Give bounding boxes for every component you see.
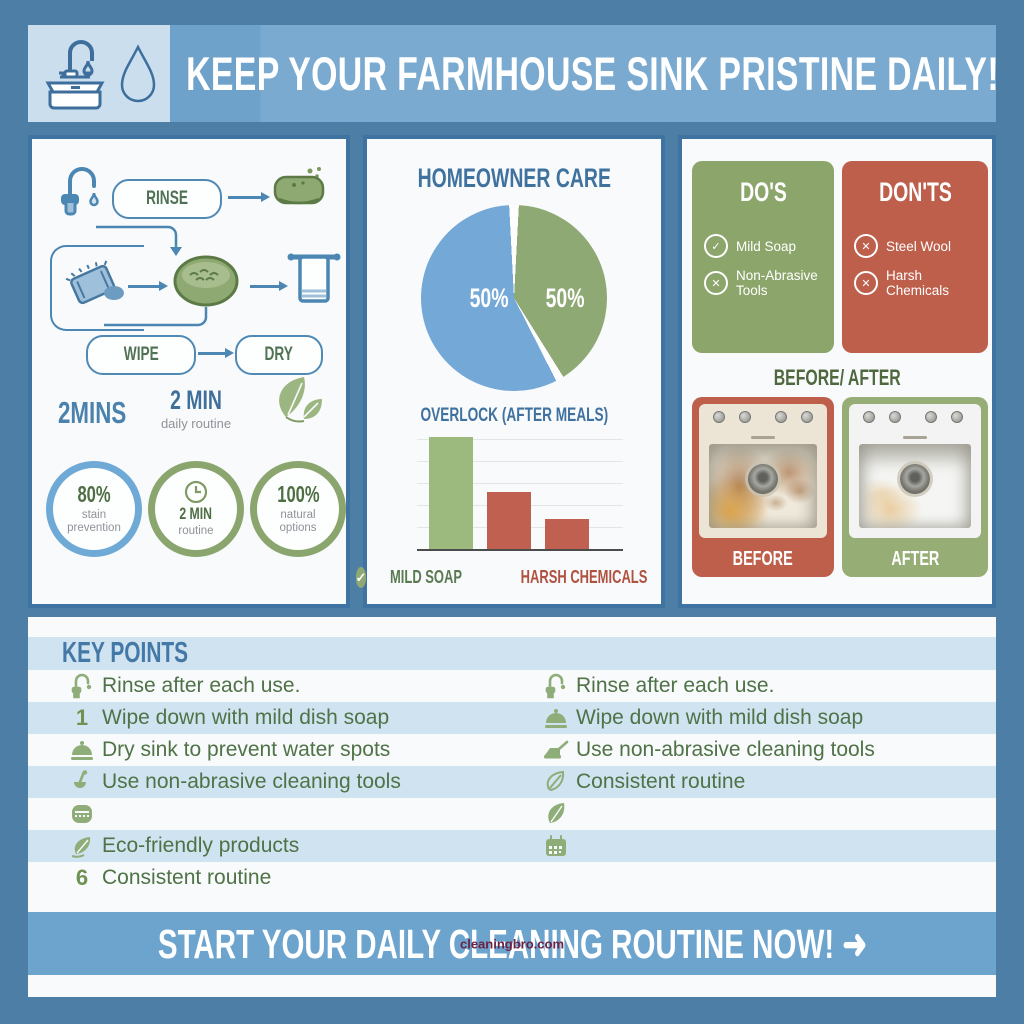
after-photo-card: AFTER: [842, 397, 988, 577]
water-drop-icon: [118, 43, 158, 105]
flow-arrow-icon: [198, 348, 234, 357]
sponge-icon: [170, 251, 242, 313]
towel-icon: [286, 247, 342, 313]
sponge-icon: [62, 802, 102, 826]
before-after-heading: BEFORE/ AFTER: [773, 365, 901, 390]
key-point-row: 6 Consistent routine: [28, 862, 996, 894]
cross-circle-icon: ✕: [854, 271, 878, 295]
key-points-heading: KEY POINTS: [62, 637, 189, 669]
flow-arrow-icon: [228, 192, 270, 201]
cross-circle-icon: ✕: [854, 234, 878, 258]
pie-chart-title: HOMEOWNER CARE: [417, 163, 611, 193]
leaf-icon: [536, 801, 576, 827]
flow-arrow-icon: [128, 281, 168, 290]
drain-icon: [748, 464, 778, 495]
badge-2min-routine: 2 MIN routine: [148, 461, 244, 557]
number-6-label: 6: [75, 865, 89, 890]
key-point-row: Eco-friendly products: [28, 830, 996, 862]
pie-label-blue: 50%: [469, 283, 509, 314]
sink-icon: [40, 37, 110, 111]
key-point-row: Rinse after each use. Rinse after each u…: [28, 670, 996, 702]
number-1-label: 1: [75, 705, 89, 730]
check-circle-icon: ✓: [704, 234, 728, 258]
donts-item: ✕ Steel Wool: [854, 234, 988, 258]
flow-step-wipe: WIPE: [86, 335, 196, 375]
dos-donts-panel: DO'S ✓ Mild Soap ✕ Non-Abrasive Tools DO…: [678, 135, 996, 608]
faucet-icon: [536, 673, 576, 699]
flow-step-dry: DRY: [235, 335, 323, 375]
key-point-row: Use non-abrasive cleaning tools Consiste…: [28, 766, 996, 798]
leaf-outline-icon: [536, 769, 576, 795]
leaf-icon: [264, 371, 328, 431]
cloth-icon: [62, 253, 126, 317]
dos-card: DO'S ✓ Mild Soap ✕ Non-Abrasive Tools: [692, 161, 834, 353]
key-point-row: 1 Wipe down with mild dish soap Wipe dow…: [28, 702, 996, 734]
dustpan-icon: [536, 739, 576, 761]
watermark-text: cleaningbro.com: [459, 936, 565, 951]
cross-circle-icon: ✕: [704, 271, 728, 295]
routine-panel: RINSE: [28, 135, 350, 608]
soap-bar-icon: [270, 163, 328, 215]
flow-bracket: [50, 245, 144, 331]
calendar-icon: [536, 834, 576, 858]
leaf-icon: [62, 834, 102, 858]
flow-connector: [102, 307, 212, 333]
after-sink-photo: [849, 404, 981, 538]
before-photo-card: BEFORE: [692, 397, 834, 577]
badge-natural-options: 100% natural options: [250, 461, 346, 557]
faucet-icon: [56, 163, 110, 219]
bar-chart-legend: ✓ MILD SOAP HARSH CHEMICALS: [355, 567, 648, 588]
flow-arrow-icon: [250, 281, 288, 290]
bar-harsh-2: [545, 518, 589, 549]
pie-label-green: 50%: [545, 283, 585, 314]
homeowner-pie: 50% 50%: [421, 205, 607, 391]
drain-icon: [900, 464, 930, 495]
page-title: KEEP YOUR FARMHOUSE SINK PRISTINE DAILY!: [186, 47, 1000, 100]
flow-step-rinse: RINSE: [112, 179, 222, 219]
pie-chart-caption: OVERLOCK (AFTER MEALS): [420, 405, 608, 426]
header-banner: KEEP YOUR FARMHOUSE SINK PRISTINE DAILY!: [28, 25, 1000, 122]
flow-connector: [94, 223, 184, 257]
key-points-heading-row: KEY POINTS: [28, 637, 996, 670]
key-point-row: Dry sink to prevent water spots Use non-…: [28, 734, 996, 766]
food-cover-icon: [536, 706, 576, 730]
header-icon-box: [28, 25, 170, 122]
before-sink-photo: [699, 404, 827, 538]
clock-icon: [183, 479, 209, 505]
stat-2min-daily: 2 MIN daily routine: [160, 385, 232, 432]
badge-stain-prevention: 80% stain prevention: [46, 461, 142, 557]
food-cover-icon: [62, 738, 102, 762]
donts-card: DON'TS ✕ Steel Wool ✕ Harsh Chemicals: [842, 161, 988, 353]
soap-bar-chart: [417, 437, 623, 551]
bar-harsh-1: [487, 491, 531, 549]
stat-2mins: 2MINS: [58, 395, 127, 430]
check-circle-icon: ✓: [355, 567, 367, 588]
bar-mild-soap: [429, 437, 473, 549]
key-point-row: [28, 798, 996, 830]
dos-item: ✕ Non-Abrasive Tools: [704, 268, 834, 298]
dos-item: ✓ Mild Soap: [704, 234, 834, 258]
cta-banner[interactable]: START YOUR DAILY CLEANING ROUTINE NOW! ➜…: [28, 912, 996, 975]
ladle-icon: [62, 769, 102, 795]
charts-panel: HOMEOWNER CARE 50% 50% OVERLOCK (AFTER M…: [355, 135, 665, 608]
donts-item: ✕ Harsh Chemicals: [854, 268, 988, 298]
faucet-icon: [62, 673, 102, 699]
key-points-section: KEY POINTS Rinse after each use. Rinse a…: [28, 617, 996, 997]
